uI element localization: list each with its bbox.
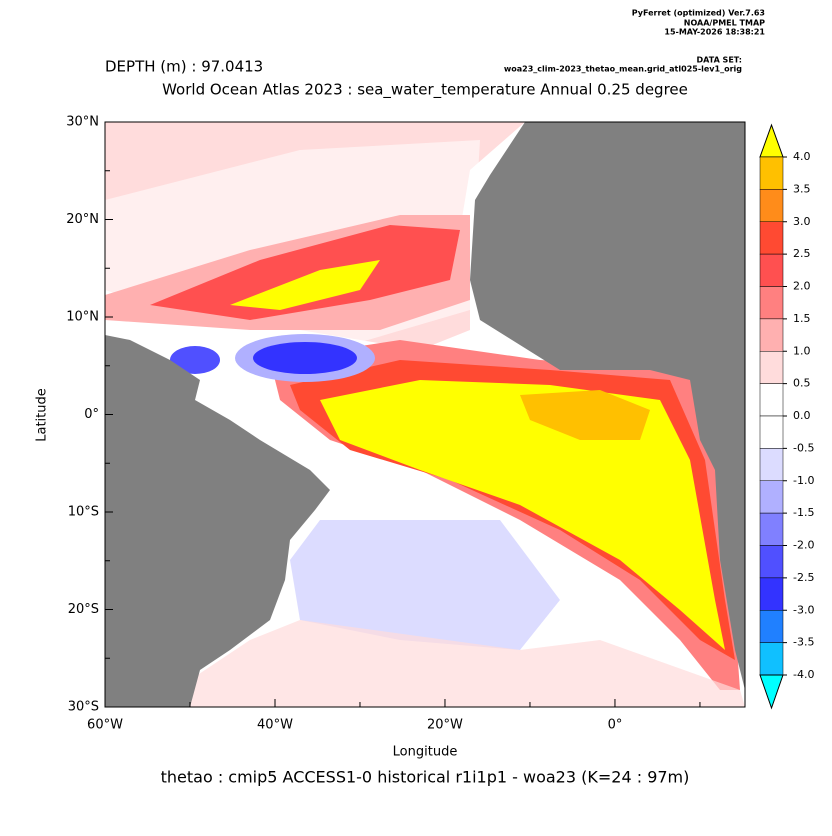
pink-south bbox=[190, 620, 745, 707]
timestamp: 15-MAY-2026 18:38:21 bbox=[664, 28, 765, 37]
lightblue-south bbox=[290, 520, 560, 650]
colorbar-label: 1.5 bbox=[793, 312, 811, 325]
y-tick-label: 30°N bbox=[66, 115, 99, 130]
y-tick-label: 20°N bbox=[66, 212, 99, 227]
colorbar-label: 3.5 bbox=[793, 182, 811, 195]
blue-core bbox=[253, 342, 357, 374]
colorbar-bottom bbox=[759, 674, 784, 710]
colorbar-segment bbox=[759, 415, 784, 449]
x-tick-label: 40°W bbox=[257, 718, 293, 733]
colorbar-label: -1.0 bbox=[793, 474, 814, 487]
colorbar-segment bbox=[759, 351, 784, 384]
colorbar-top bbox=[759, 123, 784, 158]
y-tick-label: 30°S bbox=[68, 700, 99, 715]
yellow-10n bbox=[230, 260, 380, 310]
software: PyFerret (optimized) Ver.7.63 bbox=[632, 9, 765, 18]
colorbar-label: 3.0 bbox=[793, 215, 811, 228]
lab: NOAA/PMEL TMAP bbox=[684, 19, 765, 28]
colorbar-label: -3.0 bbox=[793, 603, 814, 616]
colorbar-segment bbox=[759, 480, 784, 514]
colorbar-segment bbox=[759, 156, 784, 190]
south-america bbox=[105, 335, 330, 707]
colorbar-label: 0.0 bbox=[793, 409, 811, 422]
colorbar-segment bbox=[759, 318, 784, 352]
y-tick-label: 20°S bbox=[68, 602, 99, 617]
x-axis-label: Longitude bbox=[393, 745, 458, 760]
colorbar-segment bbox=[759, 577, 784, 611]
colorbar-label: 2.5 bbox=[793, 247, 811, 260]
colorbar-label: -2.0 bbox=[793, 539, 814, 552]
colorbar-segment bbox=[759, 383, 784, 417]
colorbar-segment bbox=[759, 545, 784, 579]
yellow-eq bbox=[320, 380, 725, 650]
colorbar-segment bbox=[759, 189, 784, 222]
colorbar-segment bbox=[759, 642, 784, 676]
colorbar-label: -3.5 bbox=[793, 636, 814, 649]
colorbar-label: -4.0 bbox=[793, 668, 814, 681]
dataset-label: DATA SET: bbox=[697, 56, 742, 65]
africa bbox=[470, 122, 745, 690]
colorbar-segment bbox=[759, 286, 784, 320]
colorbar-label: 2.0 bbox=[793, 280, 811, 293]
red-10n bbox=[150, 225, 460, 320]
colorbar-segment bbox=[759, 221, 784, 255]
colorbar-label: -1.5 bbox=[793, 506, 814, 519]
colorbar-label: 1.0 bbox=[793, 344, 811, 357]
y-tick-label: 10°N bbox=[66, 310, 99, 325]
colorbar-segment bbox=[759, 253, 784, 287]
depth: DEPTH (m) : 97.0413 bbox=[105, 58, 263, 76]
field bbox=[104, 121, 746, 708]
x-tick-label: 20°W bbox=[427, 718, 463, 733]
x-tick-label: 0° bbox=[608, 718, 623, 733]
colorbar-label: 4.0 bbox=[793, 150, 811, 163]
y-axis-label: Latitude bbox=[35, 388, 50, 442]
x-tick-label: 60°W bbox=[87, 718, 123, 733]
title: World Ocean Atlas 2023 : sea_water_tempe… bbox=[162, 81, 688, 100]
dataset: woa23_clim-2023_thetao_mean.grid_atl025-… bbox=[504, 65, 742, 74]
colorbar-segment bbox=[759, 512, 784, 546]
colorbar-label: -0.5 bbox=[793, 441, 814, 454]
caption: thetao : cmip5 ACCESS1-0 historical r1i1… bbox=[161, 768, 690, 787]
colorbar-segment bbox=[759, 448, 784, 481]
colorbar-label: 0.5 bbox=[793, 377, 811, 390]
y-tick-label: 0° bbox=[84, 407, 99, 422]
orange-eq bbox=[520, 390, 650, 440]
colorbar-segment bbox=[759, 610, 784, 643]
y-tick-label: 10°S bbox=[68, 505, 99, 520]
blue-west bbox=[170, 346, 220, 374]
colorbar-label: -2.5 bbox=[793, 571, 814, 584]
